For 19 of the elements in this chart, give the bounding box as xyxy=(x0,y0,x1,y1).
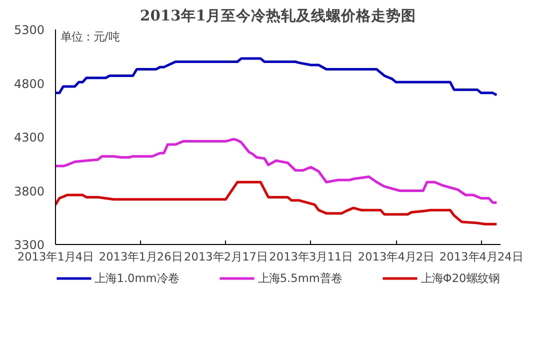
legend-label: 上海1.0mm冷卷 xyxy=(94,270,179,286)
y-tick-label: 4800 xyxy=(14,76,45,91)
chart-title: 2013年1月至今冷热轧及线螺价格走势图 xyxy=(140,8,416,24)
y-tick-label: 5300 xyxy=(14,23,45,37)
line-series xyxy=(56,180,498,226)
annotation: 单位：元/吨 xyxy=(60,30,120,44)
line-series xyxy=(56,138,498,204)
x-tick-label: 2013年1月4日 xyxy=(17,250,94,264)
x-tick-label: 2013年2月17日 xyxy=(184,250,268,264)
y-tick-label: 4300 xyxy=(14,130,45,144)
x-tick-label: 2013年4月24日 xyxy=(439,250,523,264)
line-series xyxy=(56,57,498,96)
x-tick-label: 2013年1月26日 xyxy=(98,250,182,264)
y-tick-label: 3300 xyxy=(14,238,45,252)
x-tick-label: 2013年4月2日 xyxy=(358,250,434,264)
legend-label: 上海5.5mm普卷 xyxy=(258,270,342,286)
y-tick-label: 3800 xyxy=(14,184,45,198)
x-tick-label: 2013年3月11日 xyxy=(269,250,353,264)
legend-label: 上海Φ20螺纹钢 xyxy=(420,270,500,286)
